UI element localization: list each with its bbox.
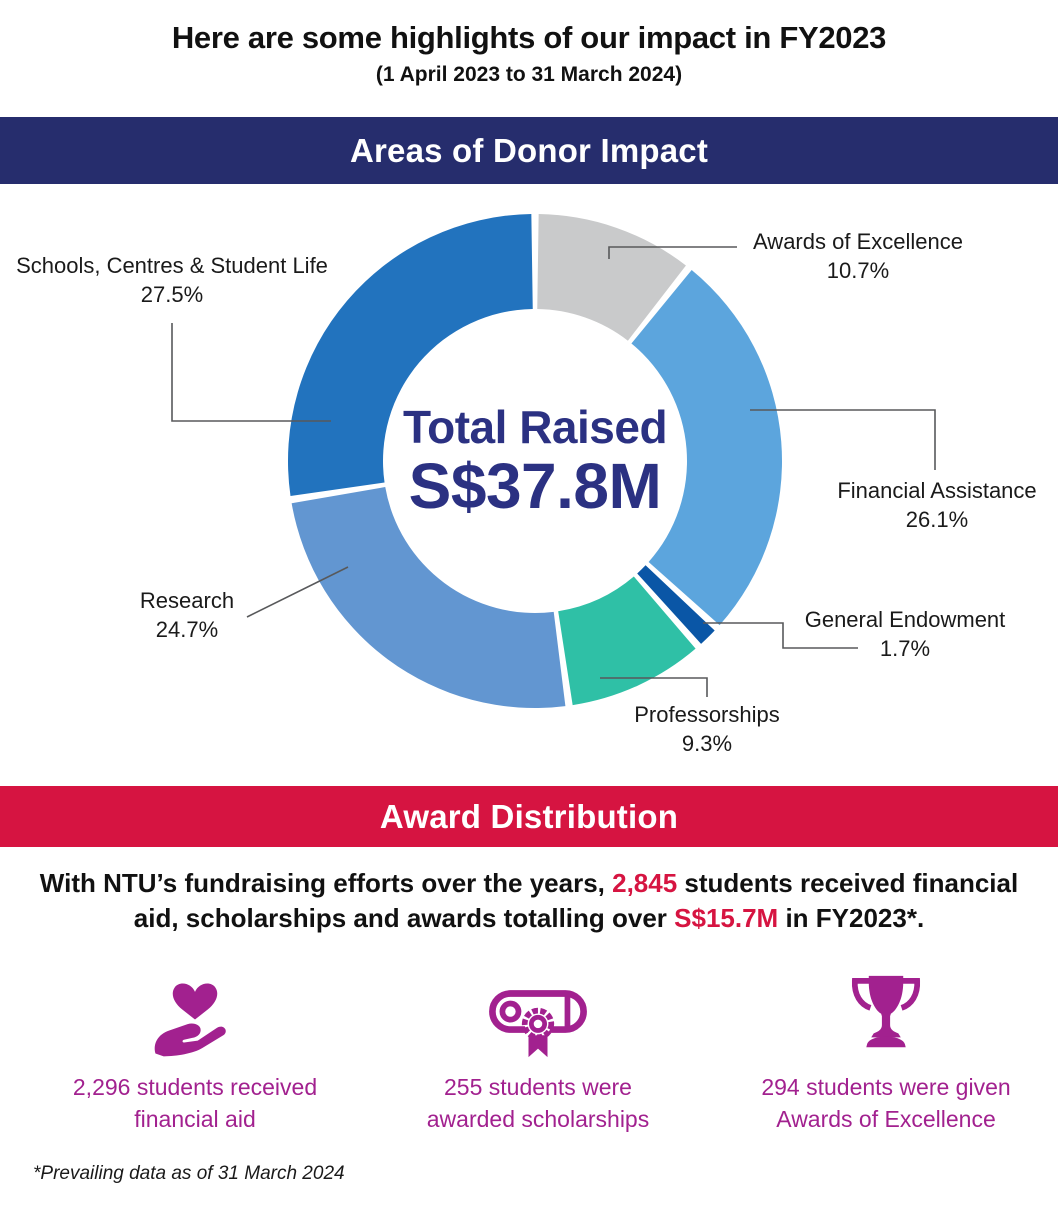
stat-caption: 2,296 students received financial aid: [72, 1074, 318, 1132]
slice-name: Research: [139, 588, 235, 613]
slice-pct: 10.7%: [826, 258, 890, 284]
connector-research: [246, 566, 349, 618]
slice-label-awards-of-excellence: Awards of Excellence 10.7%: [753, 227, 963, 285]
award-distribution-banner-label: Award Distribution: [379, 797, 679, 835]
slice-pct: 9.3%: [681, 731, 733, 757]
stat-financial-aid: 2,296 students received financial aid: [40, 958, 350, 1135]
donut-segment-general-endowment: [637, 565, 715, 644]
connector-financial: [750, 409, 936, 470]
footnote: *Prevailing data as of 31 March 2024: [33, 1163, 345, 1184]
slice-pct: 27.5%: [140, 282, 204, 308]
donut-chart-area: Total Raised S$37.8M Awards of Excellenc…: [0, 185, 1058, 785]
slice-label-research: Research 24.7%: [140, 586, 234, 644]
total-raised-value: S$37.8M: [408, 449, 662, 522]
donut-segment-awards-of-excellence: [537, 214, 686, 341]
page-title: Here are some highlights of our impact i…: [171, 20, 887, 55]
summary-text-middle: students received financial aid, scholar…: [133, 868, 1019, 933]
donut-segment-schools-centres-student-life: [287, 214, 533, 497]
label-connectors: [171, 246, 936, 697]
slice-label-financial-assistance: Financial Assistance 26.1%: [837, 476, 1036, 534]
total-raised-label: Total Raised: [402, 401, 668, 454]
connector-professorships: [600, 677, 708, 697]
stat-scholarships: 255 students were awarded scholarships: [413, 958, 663, 1135]
donor-impact-banner: Areas of Donor Impact: [0, 117, 1058, 184]
donut-segment-financial-assistance: [631, 270, 783, 626]
summary-text-after: in FY2023*.: [778, 902, 925, 933]
stat-caption: 294 students were given Awards of Excell…: [761, 1074, 1011, 1132]
trophy-icon: [845, 958, 927, 1060]
page-subtitle: (1 April 2023 to 31 March 2024): [375, 63, 683, 86]
award-distribution-banner: Award Distribution: [0, 786, 1058, 847]
connector-schools: [171, 323, 331, 422]
donut-center-label: Total Raised S$37.8M: [402, 401, 668, 522]
award-summary-text: With NTU’s fundraising efforts over the …: [34, 866, 1024, 935]
heart-in-hand-icon: [147, 958, 243, 1060]
students-total-highlight: 2,845: [612, 868, 678, 898]
amount-total-highlight: S$15.7M: [674, 902, 779, 933]
donut-segment-research: [291, 487, 566, 708]
donut-chart-svg: [171, 214, 936, 708]
summary-text-before: With NTU’s fundraising efforts over the …: [39, 868, 613, 898]
donut-segments: [287, 214, 783, 708]
stat-caption: 255 students were awarded scholarships: [426, 1074, 650, 1132]
connector-awards: [608, 246, 737, 259]
slice-name: Professorships: [634, 702, 780, 727]
slice-label-professorships: Professorships 9.3%: [634, 700, 780, 758]
stat-awards-of-excellence: 294 students were given Awards of Excell…: [736, 958, 1036, 1135]
slice-name: General Endowment: [804, 607, 1006, 632]
slice-name: Schools, Centres & Student Life: [16, 253, 328, 278]
slice-name: Awards of Excellence: [753, 229, 963, 254]
connector-general-endowment: [703, 622, 858, 649]
slice-pct: 1.7%: [879, 636, 931, 662]
donor-impact-banner-label: Areas of Donor Impact: [349, 131, 709, 169]
slice-label-general-endowment: General Endowment 1.7%: [805, 605, 1006, 663]
slice-name: Financial Assistance: [837, 478, 1037, 503]
slice-pct: 26.1%: [905, 507, 969, 533]
slice-pct: 24.7%: [155, 617, 219, 643]
donut-segment-professorships: [558, 576, 696, 706]
scholarship-scroll-icon: [482, 958, 594, 1060]
slice-label-schools-centres-student-life: Schools, Centres & Student Life 27.5%: [16, 251, 328, 309]
